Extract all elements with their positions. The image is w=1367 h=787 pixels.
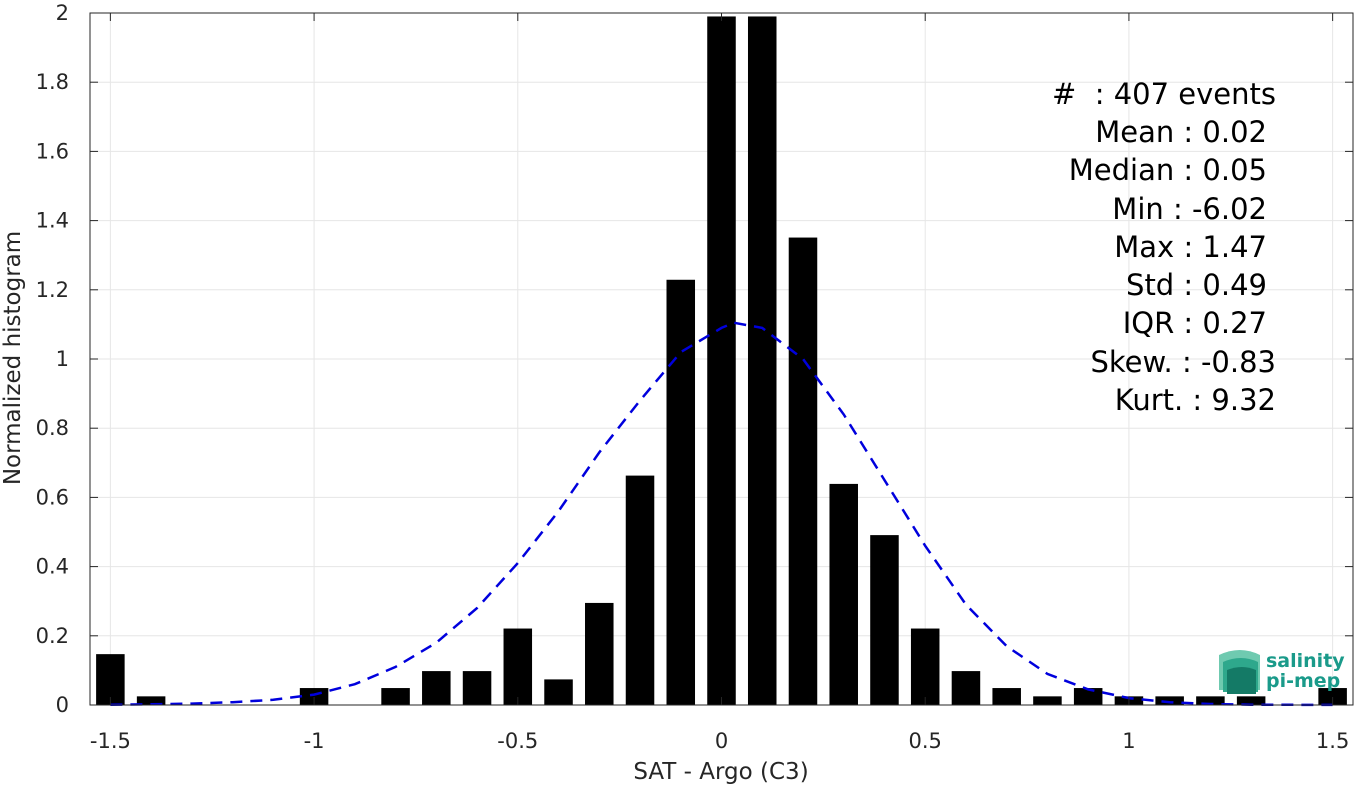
histogram-bar (707, 16, 736, 705)
histogram-bar (625, 475, 655, 705)
x-tick-label: 0 (715, 729, 728, 753)
y-tick-label: 0 (56, 693, 69, 717)
histogram-bar (910, 628, 940, 705)
histogram-bar (1236, 696, 1266, 705)
y-tick-label: 0.6 (36, 485, 69, 509)
histogram-bar (747, 16, 777, 705)
x-tick-label: 0.5 (909, 729, 942, 753)
stat-iqr: IQR : 0.27 (1123, 306, 1267, 340)
stat-max: Max : 1.47 (1114, 230, 1267, 264)
y-tick-label: 1.8 (36, 70, 69, 94)
stat-mean: Mean : 0.02 (1095, 115, 1267, 149)
histogram-bar (503, 628, 533, 705)
histogram-bar (462, 671, 492, 705)
gaussian-fit-curve (110, 321, 1333, 707)
histogram-bar (1073, 688, 1103, 705)
x-tick-label: -1.5 (90, 729, 131, 753)
logo-line2: pi-mep (1266, 670, 1340, 692)
stats-box: # : 407 events Mean : 0.02 Median : 0.05… (1052, 77, 1276, 417)
histogram-bar (788, 237, 818, 705)
stat-events: # : 407 events (1052, 77, 1276, 111)
salinity-pimep-logo: salinity pi-mep (1219, 650, 1345, 694)
y-tick-label: 1.4 (36, 209, 69, 233)
histogram-bars (96, 16, 1347, 705)
x-axis-label: SAT - Argo (C3) (633, 759, 808, 785)
stat-std: Std : 0.49 (1126, 268, 1267, 302)
y-tick-label: 0.2 (36, 624, 69, 648)
histogram-bar (136, 696, 166, 705)
x-tick-label: 1.5 (1316, 729, 1349, 753)
y-tick-label: 0.4 (36, 555, 69, 579)
stat-kurtosis: Kurt. : 9.32 (1115, 383, 1276, 417)
x-tick-labels: -1.5 -1 -0.5 0 0.5 1 1.5 (90, 729, 1349, 753)
histogram-bar (870, 535, 899, 705)
histogram-bar (585, 602, 614, 705)
histogram-bar (1033, 696, 1062, 705)
axes (89, 12, 1354, 706)
y-tick-label: 1.2 (36, 278, 69, 302)
stat-median: Median : 0.05 (1069, 153, 1267, 187)
histogram-bar (666, 279, 696, 705)
x-tick-label: -1 (304, 729, 325, 753)
y-tick-labels: 0 0.2 0.4 0.6 0.8 1 1.2 1.4 1.6 1.8 2 (36, 1, 69, 717)
histogram-bar (381, 688, 410, 705)
histogram-bar (1196, 696, 1225, 705)
x-tick-label: -0.5 (497, 729, 538, 753)
x-tick-label: 1 (1122, 729, 1135, 753)
histogram-bar (1318, 688, 1347, 705)
wave-logo-icon (1219, 650, 1260, 694)
histogram-bar (422, 671, 451, 705)
y-tick-label: 2 (56, 1, 69, 25)
histogram-bar (1155, 696, 1184, 705)
y-tick-label: 1.6 (36, 139, 69, 163)
stat-skewness: Skew. : -0.83 (1090, 345, 1276, 379)
histogram-bar (992, 688, 1021, 705)
y-axis-label: Normalized histogram (0, 231, 26, 485)
histogram-bar (829, 483, 858, 705)
y-tick-label: 0.8 (36, 416, 69, 440)
stat-min: Min : -6.02 (1112, 192, 1267, 226)
logo-line1: salinity (1266, 650, 1345, 672)
y-tick-label: 1 (56, 347, 69, 371)
histogram-bar (96, 654, 125, 705)
histogram-bar (951, 671, 981, 705)
histogram-bar (544, 679, 573, 705)
